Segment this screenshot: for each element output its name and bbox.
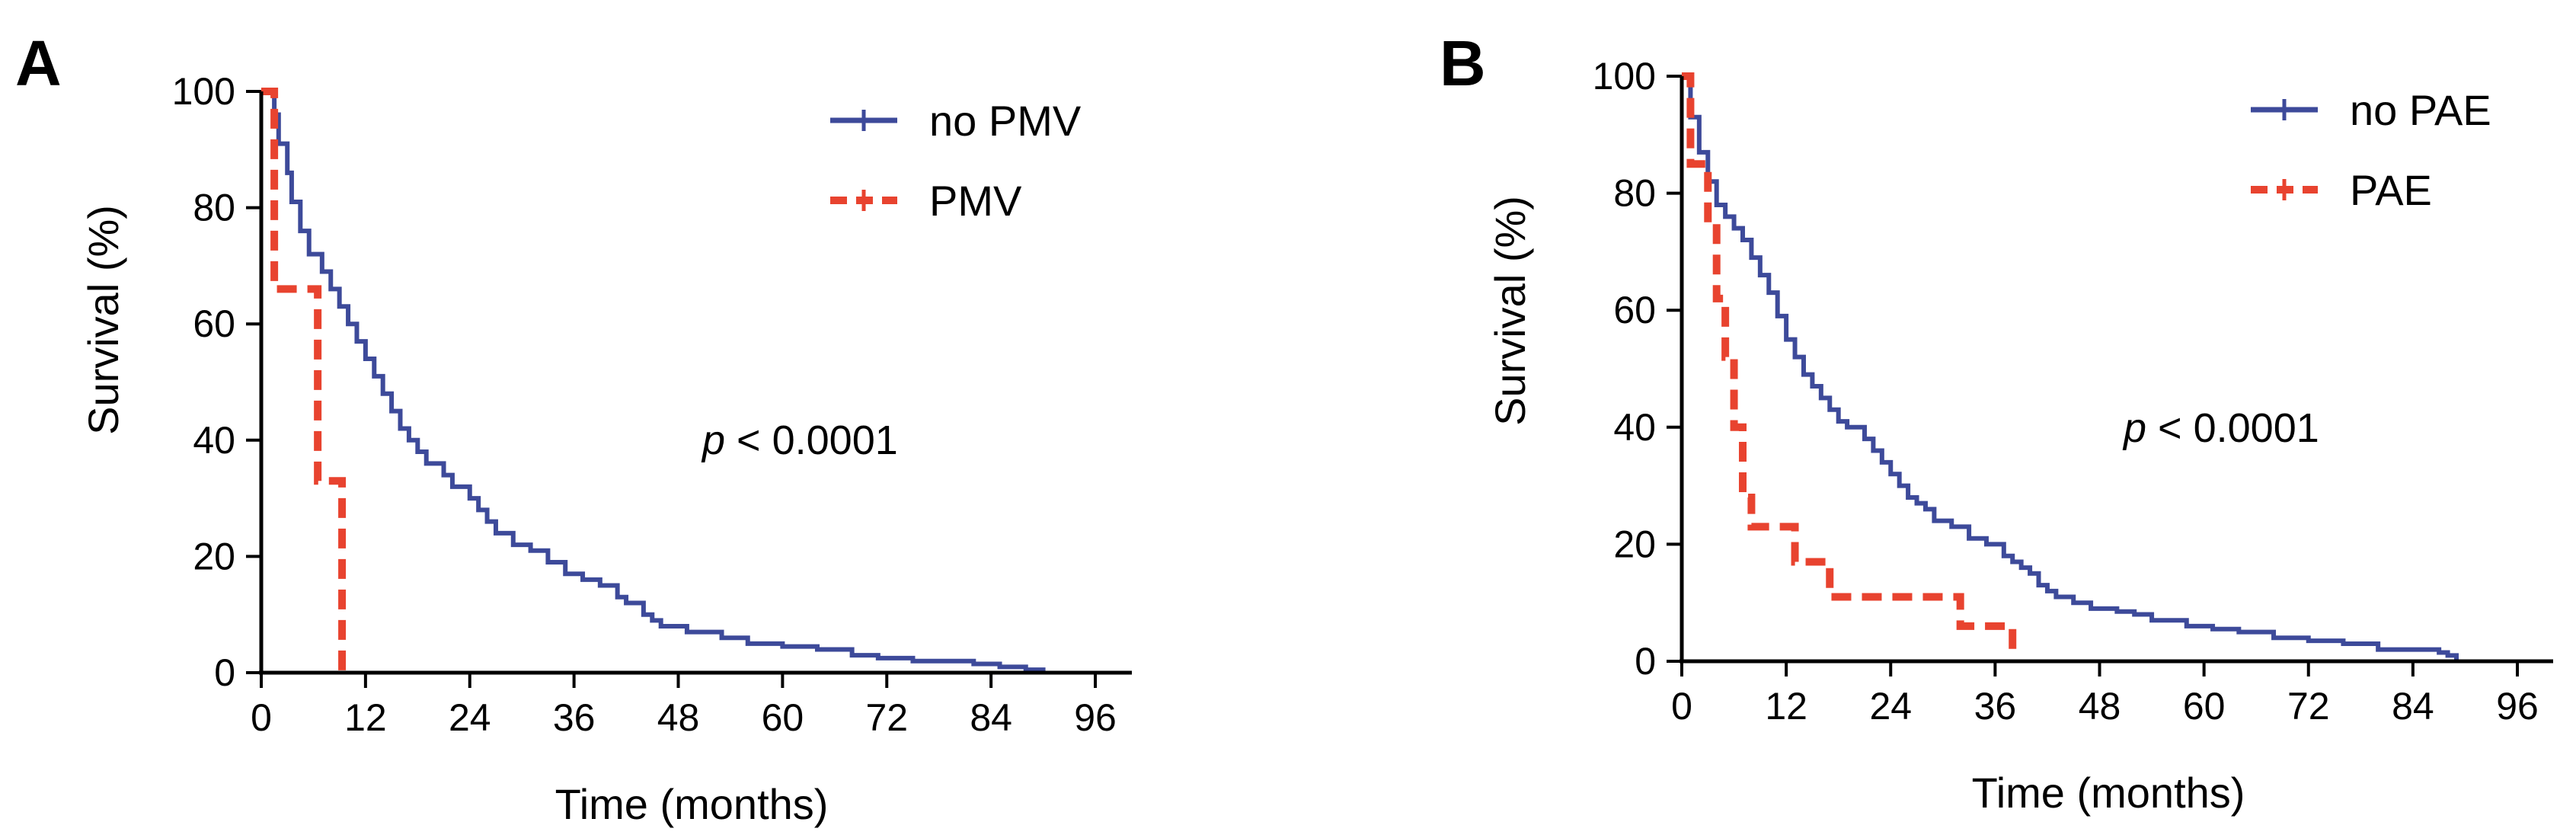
x-tick-label-b-3: 36	[1974, 685, 2017, 728]
x-tick-label-a-7: 84	[970, 696, 1012, 739]
p-value-annotation-b: p < 0.0001	[2122, 405, 2319, 451]
survival-curve-pmv	[261, 88, 347, 673]
panel-label-a: A	[15, 27, 62, 99]
x-tick-label-a-3: 36	[553, 696, 596, 739]
y-tick-label-b-3: 60	[1613, 289, 1656, 331]
x-axis-title-a: Time (months)	[555, 780, 829, 828]
x-tick-label-a-4: 48	[657, 696, 700, 739]
survival-curve-pae	[1682, 72, 2017, 650]
y-tick-label-b-4: 80	[1613, 172, 1656, 215]
y-tick-label-a-4: 80	[193, 187, 235, 229]
legend-a: no PMV PMV	[830, 97, 1082, 225]
x-tick-label-a-6: 72	[865, 696, 908, 739]
y-axis-title-a: Survival (%)	[79, 205, 127, 435]
y-tick-label-a-1: 20	[193, 535, 235, 577]
p-value-text-b: < 0.0001	[2146, 405, 2319, 451]
y-tick-label-a-0: 0	[214, 651, 235, 694]
x-tick-label-b-0: 0	[1671, 685, 1692, 728]
x-tick-label-b-4: 48	[2079, 685, 2121, 728]
legend-label-pae: PAE	[2350, 166, 2432, 214]
survival-curve-no-pae	[1682, 74, 2459, 661]
x-tick-label-b-6: 72	[2287, 685, 2330, 728]
axis-ticks-a: 0 12 24 36 48 60 72 84 96 0 20 40 60 80 100	[172, 70, 1117, 739]
y-tick-label-a-2: 40	[193, 419, 235, 462]
x-tick-label-a-1: 12	[344, 696, 387, 739]
chart-panel-a: A Survival (%) Time (months) 0 12 24 36 48 60…	[15, 27, 1132, 828]
y-tick-label-b-2: 40	[1613, 406, 1656, 449]
curves-a	[261, 88, 1046, 673]
chart-panel-b: B Survival (%) Time (months) 0 12 24 36 48 60…	[1440, 27, 2553, 817]
x-axis-title-b: Time (months)	[1972, 769, 2245, 817]
p-value-italic-a: p	[701, 417, 725, 463]
panel-label-b: B	[1440, 27, 1486, 99]
y-axis-title-b: Survival (%)	[1486, 196, 1534, 426]
y-tick-label-a-3: 60	[193, 302, 235, 345]
y-tick-label-b-5: 100	[1593, 55, 1656, 98]
legend-label-no-pmv: no PMV	[929, 97, 1082, 145]
p-value-text-a: < 0.0001	[725, 417, 898, 463]
y-tick-label-b-0: 0	[1635, 640, 1656, 683]
y-tick-label-a-5: 100	[172, 70, 235, 113]
legend-b: no PAE PAE	[2251, 86, 2491, 214]
axis-ticks-b: 0 12 24 36 48 60 72 84 96 0 20 40 60 80 100	[1593, 55, 2539, 728]
x-tick-label-b-2: 24	[1869, 685, 1912, 728]
x-tick-label-a-0: 0	[251, 696, 272, 739]
p-value-annotation-a: p < 0.0001	[701, 417, 898, 463]
y-tick-label-b-1: 20	[1613, 523, 1656, 565]
legend-label-pmv: PMV	[929, 177, 1022, 225]
x-tick-label-b-7: 84	[2392, 685, 2434, 728]
x-tick-label-b-5: 60	[2183, 685, 2226, 728]
p-value-italic-b: p	[2122, 405, 2146, 451]
curves-b	[1682, 72, 2459, 661]
x-tick-label-a-8: 96	[1074, 696, 1117, 739]
x-tick-label-a-5: 60	[762, 696, 804, 739]
x-tick-label-b-1: 12	[1765, 685, 1807, 728]
survival-curve-no-pmv	[261, 89, 1046, 673]
x-tick-label-b-8: 96	[2496, 685, 2539, 728]
legend-label-no-pae: no PAE	[2350, 86, 2491, 134]
x-tick-label-a-2: 24	[449, 696, 491, 739]
